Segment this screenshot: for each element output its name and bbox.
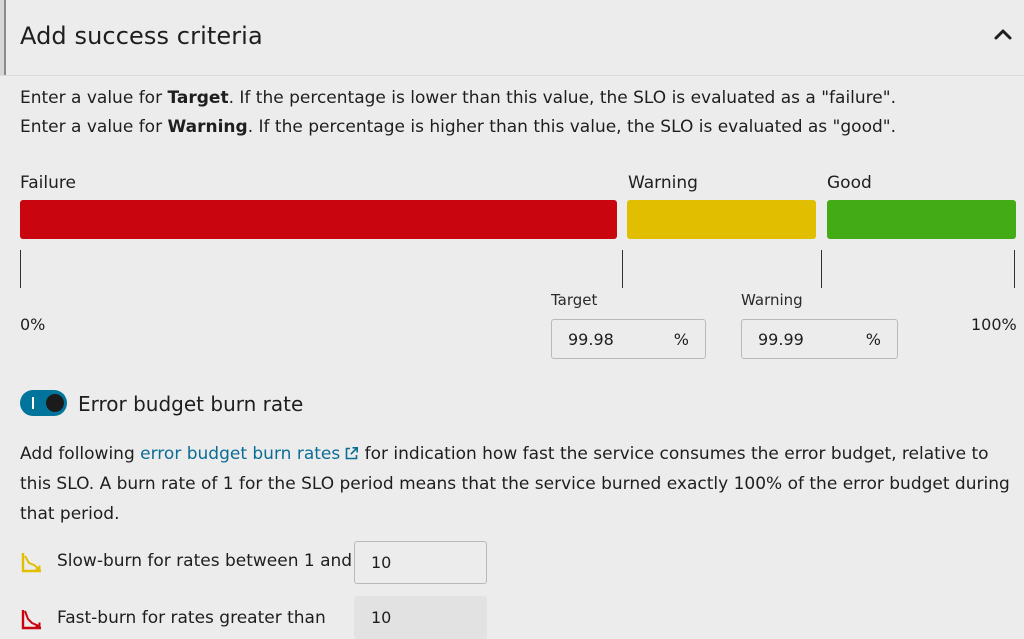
failure-zone-label: Failure	[20, 173, 76, 193]
target-description: Enter a value for Target. If the percent…	[20, 88, 896, 108]
section-title: Add success criteria	[20, 22, 263, 50]
target-field-label: Target	[551, 291, 598, 309]
scale-max-label: 100%	[971, 315, 1017, 334]
fast-burn-input[interactable]	[354, 596, 487, 639]
target-unit: %	[673, 330, 689, 349]
failure-zone-bar	[20, 200, 617, 239]
target-value[interactable]: 99.98	[568, 330, 614, 349]
toggle-knob	[46, 394, 64, 412]
external-link-icon	[345, 447, 359, 460]
burn-rate-toggle[interactable]	[20, 390, 67, 416]
toggle-on-mark	[32, 397, 34, 409]
scale-tick-warning[interactable]	[821, 250, 822, 288]
warning-term: Warning	[167, 117, 248, 137]
slow-burn-label: Slow-burn for rates between 1 and	[57, 551, 353, 571]
fast-burn-icon	[21, 610, 41, 630]
scale-min-label: 0%	[20, 315, 46, 334]
warning-value[interactable]: 99.99	[758, 330, 804, 349]
scale-tick-max	[1014, 250, 1015, 288]
fast-burn-label: Fast-burn for rates greater than	[57, 608, 326, 628]
warning-field-label: Warning	[741, 291, 803, 309]
warning-zone-bar	[627, 200, 816, 239]
burn-rate-link[interactable]: error budget burn rates	[140, 444, 359, 464]
good-zone-bar	[827, 200, 1016, 239]
section-accent	[0, 0, 6, 76]
scale-tick-target[interactable]	[622, 250, 623, 288]
chevron-up-icon	[994, 29, 1012, 40]
target-input[interactable]: 99.98 %	[551, 319, 706, 359]
warning-zone-label: Warning	[628, 173, 698, 193]
scale-tick-min	[20, 250, 21, 288]
good-zone-label: Good	[827, 173, 872, 193]
header-divider	[0, 75, 1024, 76]
warning-unit: %	[865, 330, 881, 349]
warning-input[interactable]: 99.99 %	[741, 319, 898, 359]
collapse-button[interactable]	[990, 24, 1016, 44]
target-term: Target	[167, 88, 229, 108]
burn-rate-description: Add following error budget burn rates fo…	[20, 444, 1010, 524]
slow-burn-input[interactable]	[354, 541, 487, 584]
warning-description: Enter a value for Warning. If the percen…	[20, 117, 896, 137]
slow-burn-icon	[21, 553, 41, 573]
burn-rate-toggle-label: Error budget burn rate	[78, 392, 304, 416]
